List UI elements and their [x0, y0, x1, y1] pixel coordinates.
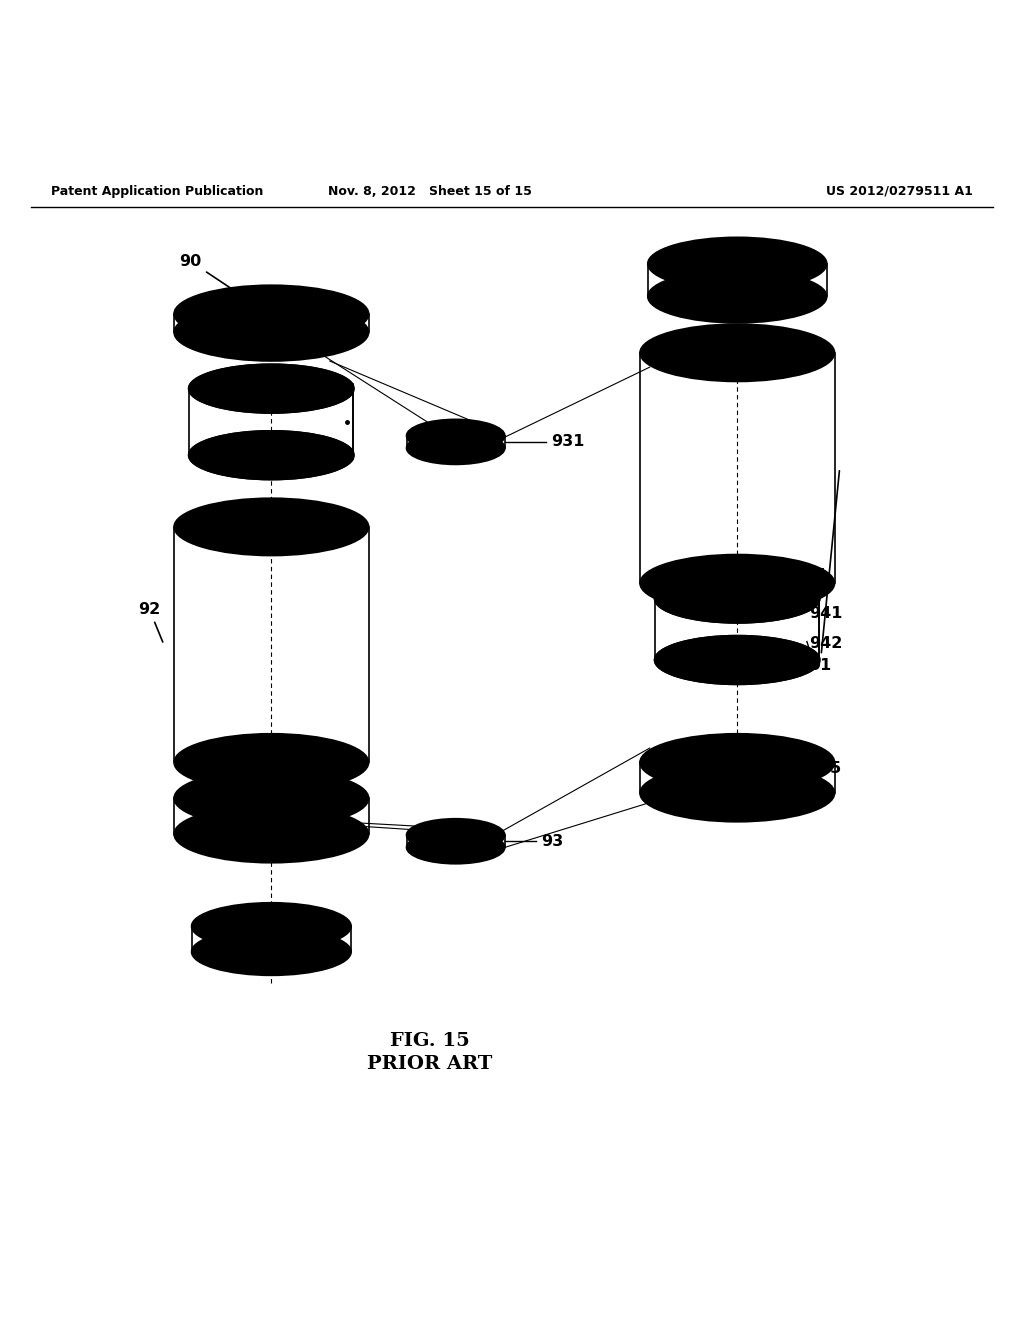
Ellipse shape: [174, 304, 369, 360]
Ellipse shape: [679, 776, 796, 810]
Text: 93: 93: [541, 834, 563, 849]
Ellipse shape: [679, 746, 796, 780]
Ellipse shape: [407, 818, 505, 851]
Ellipse shape: [407, 420, 505, 453]
Text: PRIOR ART: PRIOR ART: [368, 1056, 493, 1073]
Ellipse shape: [640, 554, 835, 612]
Ellipse shape: [431, 840, 480, 855]
Ellipse shape: [191, 903, 351, 950]
Ellipse shape: [431, 826, 480, 843]
Ellipse shape: [431, 428, 480, 444]
Ellipse shape: [174, 805, 369, 863]
Ellipse shape: [407, 832, 505, 863]
Ellipse shape: [188, 364, 354, 413]
Ellipse shape: [191, 928, 351, 975]
Text: 931: 931: [551, 434, 585, 449]
Ellipse shape: [640, 734, 835, 791]
Ellipse shape: [218, 298, 325, 330]
Ellipse shape: [174, 734, 369, 791]
Ellipse shape: [227, 913, 315, 939]
Ellipse shape: [174, 770, 369, 826]
Ellipse shape: [174, 285, 369, 343]
Ellipse shape: [677, 246, 798, 281]
Text: 942: 942: [809, 636, 843, 651]
Ellipse shape: [648, 271, 826, 323]
Text: Patent Application Publication: Patent Application Publication: [51, 185, 263, 198]
Text: 91: 91: [809, 471, 840, 673]
Ellipse shape: [648, 238, 826, 290]
Ellipse shape: [218, 317, 325, 348]
Ellipse shape: [227, 939, 315, 965]
Ellipse shape: [174, 498, 369, 556]
Text: FIG. 15: FIG. 15: [390, 1032, 470, 1049]
Ellipse shape: [654, 636, 820, 684]
Ellipse shape: [640, 325, 835, 381]
Ellipse shape: [188, 430, 354, 479]
Text: 94: 94: [790, 568, 826, 610]
Text: Nov. 8, 2012   Sheet 15 of 15: Nov. 8, 2012 Sheet 15 of 15: [328, 185, 532, 198]
Ellipse shape: [203, 814, 340, 854]
Text: 95: 95: [808, 760, 842, 776]
Ellipse shape: [640, 764, 835, 822]
Text: 90: 90: [179, 253, 278, 319]
Text: US 2012/0279511 A1: US 2012/0279511 A1: [826, 185, 973, 198]
Ellipse shape: [407, 432, 505, 465]
Ellipse shape: [203, 779, 340, 818]
Ellipse shape: [654, 574, 820, 623]
Ellipse shape: [431, 440, 480, 457]
Text: 941: 941: [809, 606, 843, 622]
Text: 92: 92: [138, 602, 163, 642]
